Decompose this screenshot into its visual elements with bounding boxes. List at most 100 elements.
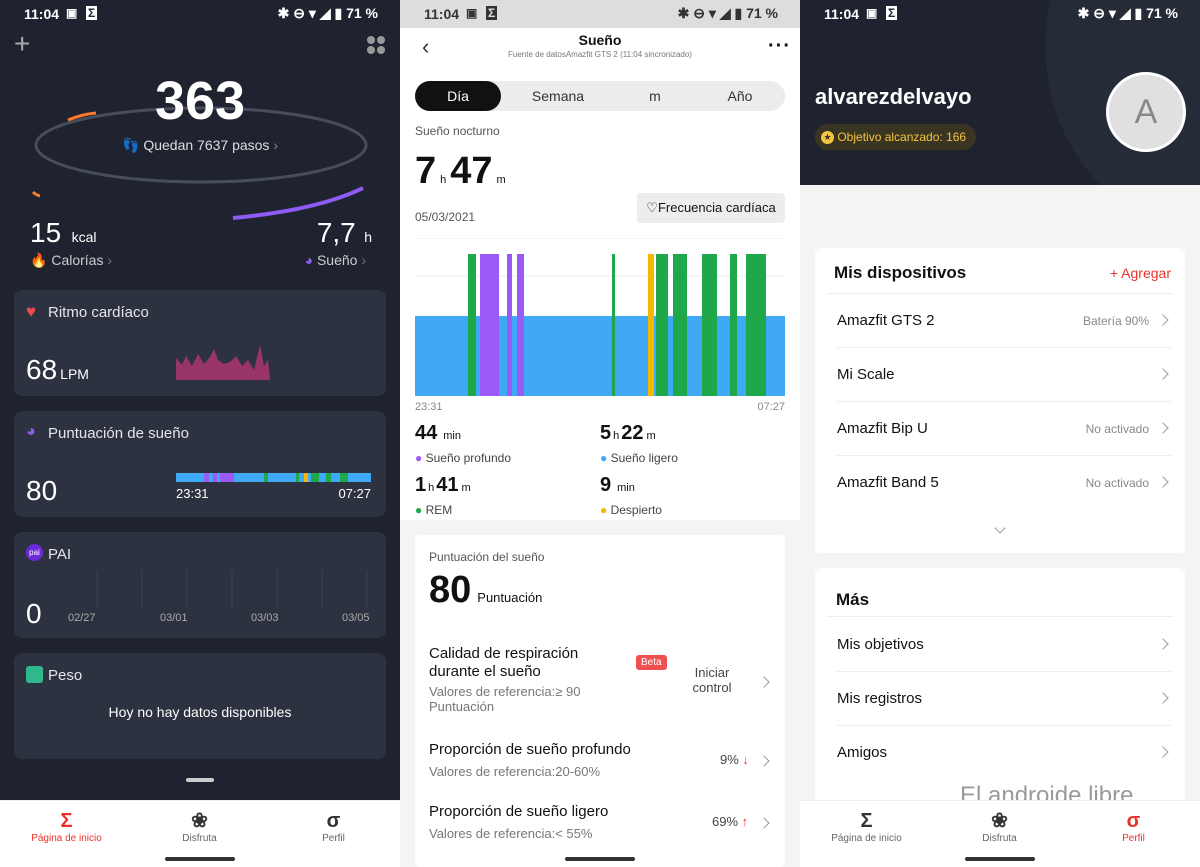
- nav-profile-label: Perfil: [322, 833, 345, 844]
- weight-title: Peso: [48, 667, 83, 684]
- nav-home-label: Página de inicio: [31, 833, 102, 844]
- chevron-down-icon[interactable]: [994, 522, 1006, 534]
- more-item-label: Amigos: [837, 744, 888, 761]
- nav-home[interactable]: Σ Página de inicio: [800, 809, 933, 844]
- deep-sleep-value: 44: [415, 422, 438, 444]
- zepp-notification-icon: Σ: [886, 6, 898, 20]
- username: alvarezdelvayo: [815, 84, 972, 109]
- device-row[interactable]: Amazfit GTS 2 Batería 90%: [837, 294, 1171, 348]
- calories-unit: kcal: [71, 229, 97, 245]
- pai-card[interactable]: pai PAI 0 02/27 03/01 03/03 03/05: [14, 532, 386, 638]
- rem-minutes-unit: m: [461, 482, 471, 494]
- device-status: Batería 90%: [1082, 314, 1149, 328]
- sleep-score-title: Puntuación de sueño: [48, 425, 189, 442]
- light-minutes-unit: m: [646, 430, 656, 442]
- device-row[interactable]: Amazfit Bip U No activado: [837, 402, 1171, 456]
- avatar[interactable]: A: [1106, 72, 1186, 152]
- sleep-stages-bar: [176, 473, 371, 482]
- calories-link[interactable]: 🔥 Calorías ›: [30, 252, 112, 269]
- start-control-button[interactable]: Iniciar control: [692, 665, 732, 695]
- nav-profile[interactable]: σ Perfil: [1067, 809, 1200, 844]
- sleep-label: Sueño: [316, 252, 358, 268]
- status-time: 11:04: [824, 6, 860, 22]
- back-icon[interactable]: ‹: [422, 34, 430, 59]
- sleep-link[interactable]: ◕ Sueño ›: [305, 252, 366, 268]
- breathing-quality-row[interactable]: Calidad de respiración durante el sueño …: [429, 645, 609, 714]
- gesture-bar: [965, 857, 1035, 861]
- bottom-nav: Σ Página de inicio ❀ Disfruta σ Perfil: [800, 800, 1200, 867]
- add-icon[interactable]: +: [14, 28, 31, 59]
- more-item[interactable]: Mis objetivos: [837, 618, 1171, 672]
- tab-week[interactable]: Semana: [531, 88, 585, 104]
- widgets-icon[interactable]: [366, 35, 386, 55]
- moon-icon: ◕: [304, 252, 314, 268]
- sleep-hours: 7: [415, 150, 437, 192]
- device-row[interactable]: Mi Scale: [837, 348, 1171, 402]
- status-bar: 11:04 ▣ Σ ✱ ⊖ ▾ ◢ ▮ 71 %: [800, 0, 1200, 28]
- heart-rate-value: 68: [26, 354, 58, 385]
- nav-profile[interactable]: σ Perfil: [267, 809, 400, 844]
- page-title: Sueño: [578, 32, 622, 48]
- devices-title: Mis dispositivos: [834, 263, 967, 282]
- pai-date-label: 03/01: [160, 612, 188, 624]
- arrow-down-icon: ↓: [742, 752, 749, 767]
- light-dot-icon: ●: [600, 451, 608, 465]
- profile-header: 11:04 ▣ Σ ✱ ⊖ ▾ ◢ ▮ 71 % alvarezdelvayo …: [800, 0, 1200, 185]
- rem-label: REM: [425, 503, 453, 517]
- sleep-score-card[interactable]: ◕ Puntuación de sueño 80 23:31 07:27: [14, 411, 386, 517]
- zepp-notification-icon: Σ: [486, 6, 498, 20]
- chevron-right-icon: ›: [361, 252, 366, 268]
- sleep-end-time: 07:27: [338, 486, 371, 501]
- heart-rate-title: Ritmo cardíaco: [48, 304, 149, 321]
- calories-label: Calorías: [51, 252, 104, 268]
- night-sleep-label: Sueño nocturno: [415, 124, 500, 138]
- more-item[interactable]: Amigos: [837, 726, 1171, 780]
- heart-rate-button[interactable]: ♡Frecuencia cardíaca: [637, 193, 785, 223]
- device-status: No activado: [1085, 422, 1149, 436]
- status-time: 11:04: [24, 6, 60, 22]
- drag-handle[interactable]: [186, 778, 214, 782]
- nav-enjoy[interactable]: ❀ Disfruta: [933, 809, 1066, 844]
- rem-minutes: 41: [436, 474, 459, 496]
- pai-value: 0: [26, 598, 42, 629]
- calories-stat[interactable]: 15 kcal: [30, 217, 97, 249]
- light-proportion-row[interactable]: Proporción de sueño ligero Valores de re…: [429, 803, 608, 841]
- rem-hours: 1: [415, 474, 427, 496]
- rem-dot-icon: ●: [415, 503, 423, 517]
- tab-day[interactable]: Día: [415, 81, 501, 111]
- light-sleep-minutes: 22: [621, 422, 644, 444]
- calories-value: 15: [30, 217, 62, 248]
- breathing-reference: Valores de referencia:≥ 90 Puntuación: [429, 684, 581, 714]
- period-tabs: Día Semana m Año: [415, 81, 785, 111]
- device-name: Amazfit GTS 2: [837, 312, 935, 329]
- pai-date-label: 03/05: [342, 612, 370, 624]
- nav-home[interactable]: Σ Página de inicio: [0, 809, 133, 844]
- gallery-icon: ▣: [466, 6, 478, 20]
- weight-card[interactable]: Peso Hoy no hay datos disponibles: [14, 653, 386, 759]
- light-hours-unit: h: [613, 430, 620, 442]
- profile-icon: σ: [326, 810, 341, 832]
- pai-date-label: 02/27: [68, 612, 96, 624]
- status-icons: ✱ ⊖ ▾ ◢ ▮: [677, 5, 747, 21]
- heart-rate-card[interactable]: ♥ Ritmo cardíaco 68 LPM: [14, 290, 386, 396]
- deep-proportion-row[interactable]: Proporción de sueño profundo Valores de …: [429, 741, 631, 779]
- chevron-right-icon: [1157, 422, 1169, 434]
- gallery-icon: ▣: [66, 6, 78, 20]
- add-device-button[interactable]: + Agregar: [1109, 265, 1171, 281]
- sleep-minutes: 47: [450, 150, 493, 192]
- more-item-label: Mis registros: [837, 690, 923, 707]
- more-card: Más Mis objetivos Mis registros Amigos: [815, 568, 1185, 808]
- nav-enjoy[interactable]: ❀ Disfruta: [133, 809, 266, 844]
- chart-start-time: 23:31: [415, 401, 443, 413]
- tab-month[interactable]: m: [649, 88, 661, 104]
- steps-remaining[interactable]: 👣 Quedan 7637 pasos ›: [0, 137, 400, 154]
- more-item[interactable]: Mis registros: [837, 672, 1171, 726]
- device-row[interactable]: Amazfit Band 5 No activado: [837, 456, 1171, 510]
- devices-card: Mis dispositivos + Agregar Amazfit GTS 2…: [815, 248, 1185, 553]
- tab-year[interactable]: Año: [727, 88, 753, 104]
- goal-badge[interactable]: ★ Objetivo alcanzado: 166: [815, 124, 977, 150]
- more-options-icon[interactable]: ···: [768, 35, 791, 57]
- sleep-stat[interactable]: 7,7 h: [317, 217, 372, 249]
- sleep-unit: h: [364, 229, 372, 245]
- enjoy-icon: ❀: [991, 810, 1008, 832]
